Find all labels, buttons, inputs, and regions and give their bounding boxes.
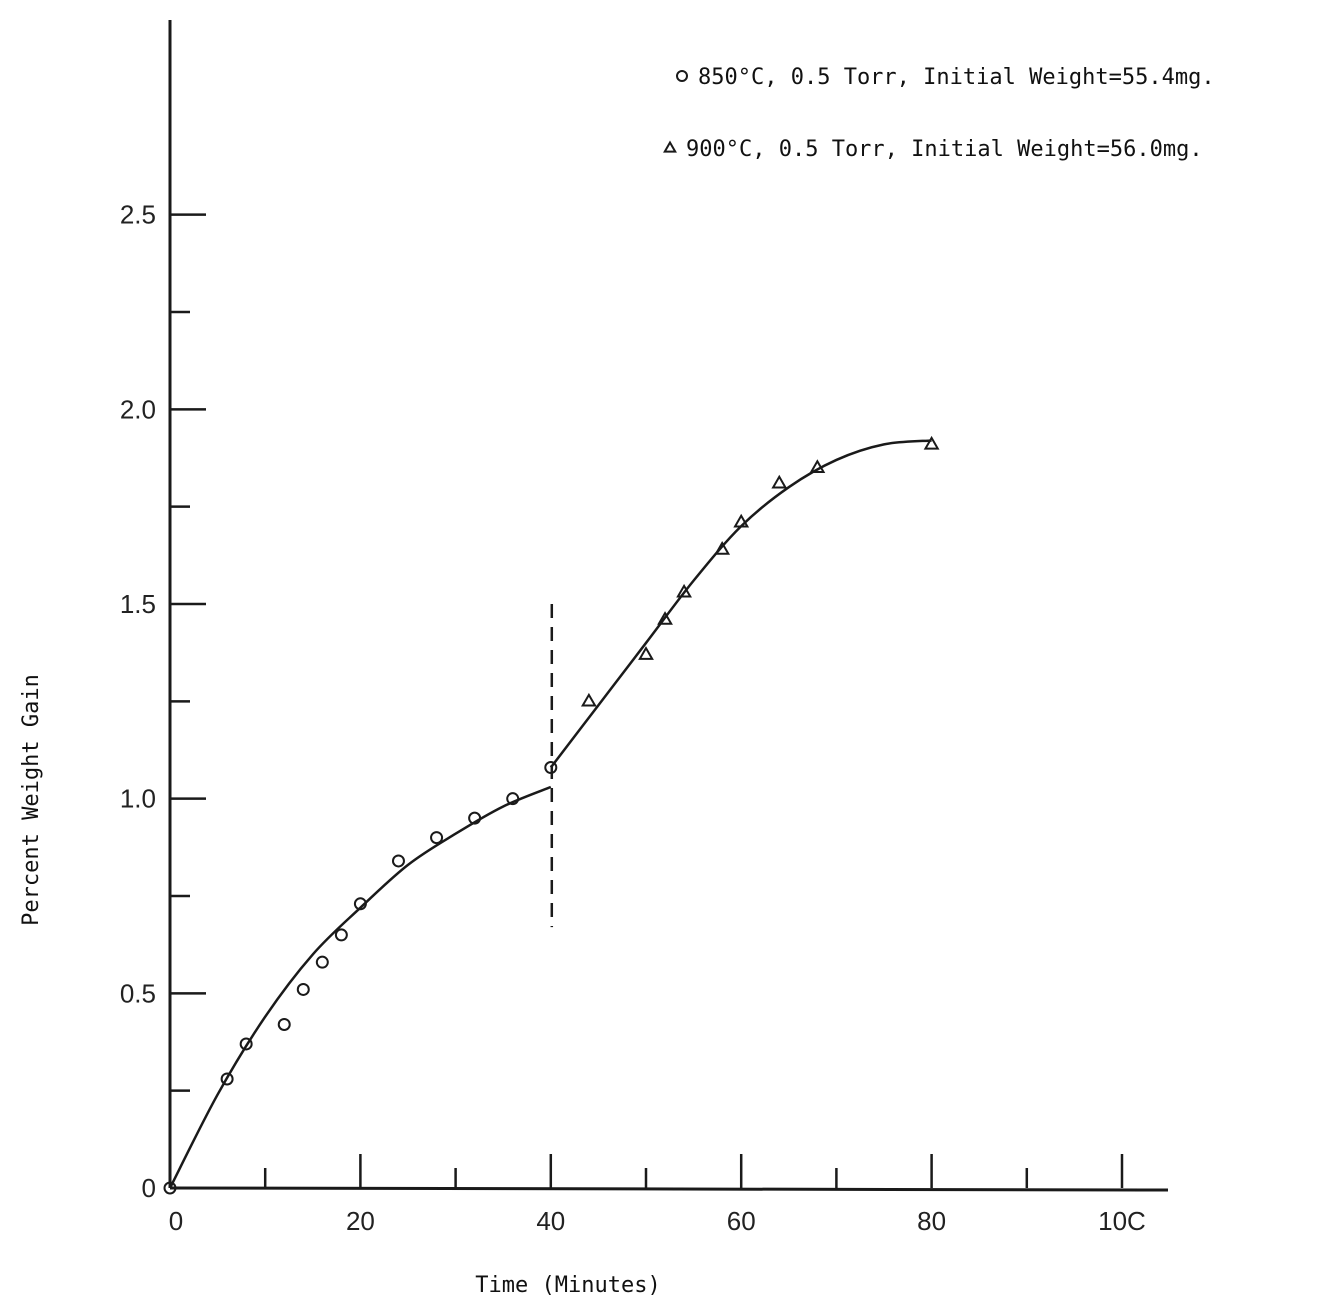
data-point-circle bbox=[239, 1037, 253, 1051]
data-point-triangle bbox=[733, 513, 750, 528]
legend-marker-circle bbox=[676, 70, 688, 82]
x-tick-label: 10C bbox=[1098, 1206, 1146, 1236]
data-point-circle bbox=[163, 1181, 177, 1195]
y-tick-label: 1.5 bbox=[120, 589, 156, 619]
y-tick-label: 0 bbox=[142, 1173, 156, 1203]
data-point-circle bbox=[430, 831, 444, 845]
y-ticks: 0 0.5 1.0 1.5 2.0 2.5 bbox=[120, 200, 206, 1203]
x-tick-label: 80 bbox=[917, 1206, 946, 1236]
fit-layer bbox=[168, 439, 932, 1189]
y-axis-title: Percent Weight Gain bbox=[19, 674, 44, 926]
fit-curve bbox=[549, 439, 932, 769]
data-point-circle bbox=[334, 928, 348, 942]
data-point-triangle bbox=[771, 474, 788, 489]
data-point-circle bbox=[220, 1072, 234, 1086]
data-point-triangle bbox=[809, 459, 826, 473]
legend-marker-triangle bbox=[663, 140, 677, 153]
y-tick-label: 1.0 bbox=[120, 784, 156, 814]
data-point-triangle bbox=[580, 692, 597, 707]
data-point-circle bbox=[468, 811, 482, 825]
x-axis-line bbox=[169, 1186, 1169, 1192]
data-point-triangle bbox=[638, 646, 654, 660]
x-ticks: 0 20 40 60 80 10C bbox=[169, 1154, 1146, 1236]
data-point-circle bbox=[544, 761, 558, 775]
x-tick-label: 20 bbox=[346, 1206, 375, 1236]
legend-label: 900°C, 0.5 Torr, Initial Weight=56.0mg. bbox=[686, 137, 1203, 162]
data-point-triangle bbox=[676, 583, 692, 598]
marker-layer bbox=[163, 435, 940, 1195]
legend-label: 850°C, 0.5 Torr, Initial Weight=55.4mg. bbox=[698, 65, 1215, 90]
x-axis: 0 20 40 60 80 10C bbox=[169, 1154, 1169, 1236]
x-tick-label: 40 bbox=[536, 1206, 565, 1236]
data-point-circle bbox=[506, 792, 520, 806]
x-tick-label: 0 bbox=[169, 1206, 183, 1236]
data-point-circle bbox=[391, 854, 405, 868]
data-point-circle bbox=[277, 1017, 291, 1031]
data-point-triangle bbox=[923, 435, 940, 450]
data-point-triangle bbox=[657, 611, 673, 625]
data-point-triangle bbox=[714, 540, 731, 555]
y-tick-label: 2.0 bbox=[120, 394, 156, 424]
x-axis-title: Time (Minutes) bbox=[475, 1273, 660, 1298]
y-tick-label: 2.5 bbox=[120, 200, 156, 230]
fit-curve bbox=[168, 785, 552, 1189]
data-point-circle bbox=[315, 955, 329, 969]
legend: 850°C, 0.5 Torr, Initial Weight=55.4mg. 9… bbox=[663, 65, 1215, 162]
y-axis: 0 0.5 1.0 1.5 2.0 2.5 bbox=[120, 20, 206, 1203]
y-tick-label: 0.5 bbox=[120, 978, 156, 1008]
x-tick-label: 60 bbox=[727, 1206, 756, 1236]
data-point-circle bbox=[353, 897, 367, 911]
data-point-circle bbox=[296, 982, 310, 996]
